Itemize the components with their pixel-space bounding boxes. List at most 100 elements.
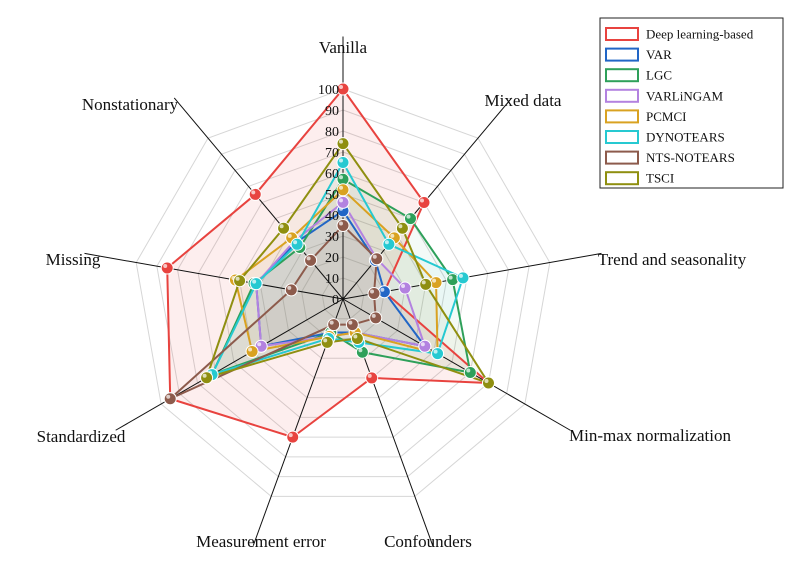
data-point xyxy=(456,271,470,285)
data-point-highlight xyxy=(252,279,257,284)
data-point-highlight xyxy=(384,240,389,245)
data-point-highlight xyxy=(306,256,311,261)
data-point xyxy=(365,371,379,385)
data-point-highlight xyxy=(420,342,425,347)
legend-entry: DYNOTEARS xyxy=(646,130,725,145)
data-point-highlight xyxy=(371,313,376,318)
data-point xyxy=(369,311,383,325)
data-point xyxy=(245,345,259,358)
data-point-highlight xyxy=(257,342,262,347)
data-point xyxy=(248,187,262,201)
data-point-highlight xyxy=(367,373,372,378)
data-point-highlight xyxy=(458,273,463,278)
axis-label: Mixed data xyxy=(485,91,562,110)
data-point xyxy=(418,339,432,353)
series-area xyxy=(212,162,463,375)
data-point xyxy=(286,430,300,444)
axis-label: Trend and seasonality xyxy=(598,250,747,269)
data-point xyxy=(350,331,364,345)
data-point-highlight xyxy=(380,287,385,292)
legend-swatch xyxy=(605,150,639,165)
data-point-highlight xyxy=(166,394,171,399)
axis-label: Vanilla xyxy=(319,38,368,57)
radial-tick-label: 40 xyxy=(325,209,339,224)
data-point-highlight xyxy=(339,158,343,163)
data-point-highlight xyxy=(163,264,168,269)
data-point-highlight xyxy=(370,289,375,294)
data-point-highlight xyxy=(398,224,403,229)
legend-swatch xyxy=(605,47,639,62)
data-point xyxy=(320,335,334,349)
grid-ring xyxy=(135,88,551,497)
data-point-highlight xyxy=(353,334,358,339)
series-lines xyxy=(166,88,490,439)
data-point xyxy=(290,237,304,251)
grid-ring xyxy=(218,172,468,418)
grid-ring xyxy=(301,256,385,339)
legend-entry: Deep learning-based xyxy=(646,27,754,42)
data-point xyxy=(417,195,431,209)
data-point-highlight xyxy=(339,85,343,89)
data-point xyxy=(249,277,263,291)
radial-tick-label: 0 xyxy=(332,293,339,308)
legend-entry: TSCI xyxy=(646,171,674,186)
legend-entry: VARLiNGAM xyxy=(646,88,723,103)
data-point xyxy=(367,287,381,301)
legend-swatch xyxy=(605,171,639,186)
data-point-highlight xyxy=(235,276,240,281)
axis-label: Measurement error xyxy=(196,532,326,551)
grid-ring xyxy=(156,109,530,478)
radial-tick-label: 80 xyxy=(325,125,339,140)
legend-entry: VAR xyxy=(646,47,672,62)
data-point-highlight xyxy=(433,349,438,354)
data-point xyxy=(403,212,417,226)
data-point-highlight xyxy=(401,284,406,289)
data-point-highlight xyxy=(339,221,343,226)
axis-labels: Vanilla Mixed data Trend and seasonality Mi… xyxy=(37,38,747,551)
legend-entry: PCMCI xyxy=(646,109,686,124)
radial-tick-label: 10 xyxy=(325,272,339,287)
data-point xyxy=(345,318,359,332)
series-line xyxy=(205,142,490,384)
legend-entry: NTS-NOTEARS xyxy=(646,150,735,165)
data-point xyxy=(163,392,177,406)
data-point-highlight xyxy=(323,338,328,343)
data-point-highlight xyxy=(248,347,253,352)
data-point xyxy=(277,221,291,235)
data-point-highlight xyxy=(287,233,292,238)
data-point-highlight xyxy=(390,233,395,238)
data-point xyxy=(419,277,433,291)
data-point-highlight xyxy=(466,368,471,373)
data-point xyxy=(398,281,412,295)
radial-tick-labels: 0 10 20 30 40 50 60 70 80 90 100 xyxy=(318,83,339,308)
data-point-highlight xyxy=(339,185,343,190)
data-point xyxy=(481,376,495,390)
data-point xyxy=(160,261,174,275)
data-point-highlight xyxy=(372,254,377,259)
series-line xyxy=(255,209,426,348)
data-point-highlight xyxy=(419,198,424,203)
data-point xyxy=(370,252,384,266)
series-line xyxy=(169,224,378,400)
axis-label: Standardized xyxy=(37,427,126,446)
data-point-highlight xyxy=(358,348,363,353)
axis-label: Missing xyxy=(46,250,101,269)
radial-tick-label: 50 xyxy=(325,188,339,203)
data-point-highlight xyxy=(348,320,353,325)
legend: Deep learning-based VAR LGC VARLiNGAM PCMCI D… xyxy=(599,17,784,189)
grid-ring xyxy=(259,214,427,379)
series-markers xyxy=(160,82,495,444)
data-point xyxy=(284,283,298,297)
radial-tick-label: 30 xyxy=(325,230,339,245)
data-point xyxy=(327,318,341,332)
grid-ring xyxy=(197,151,489,438)
radial-tick-label: 70 xyxy=(325,146,339,161)
legend-swatch xyxy=(605,130,639,144)
axis-label: Min-max normalization xyxy=(569,426,731,445)
data-point-highlight xyxy=(293,240,298,245)
data-point-highlight xyxy=(251,190,256,195)
data-point xyxy=(463,366,477,379)
data-point xyxy=(395,221,409,235)
radial-tick-label: 60 xyxy=(325,167,339,182)
